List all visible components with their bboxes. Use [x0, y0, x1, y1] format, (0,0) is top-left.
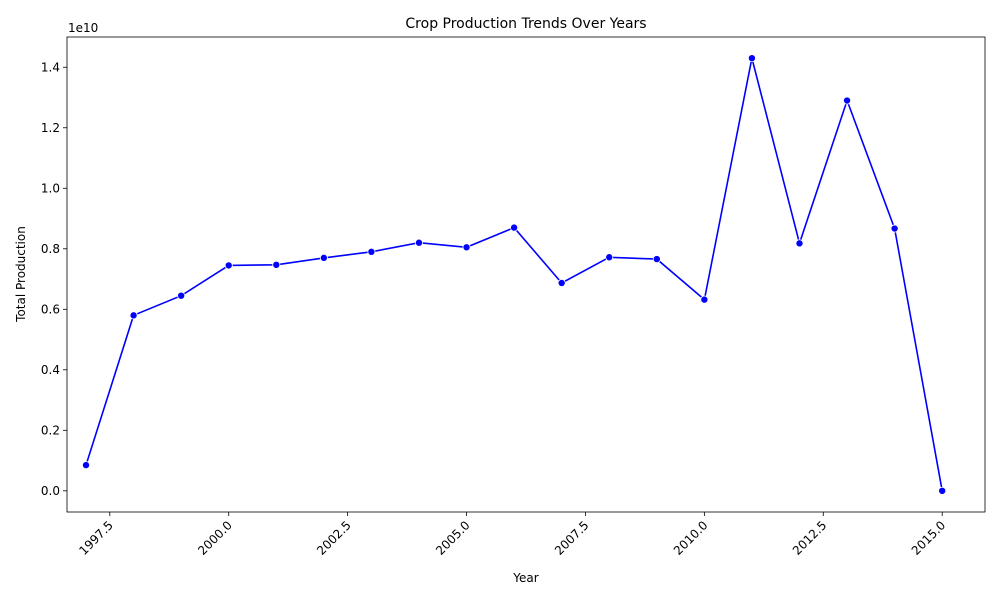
data-point: [747, 54, 756, 63]
y-offset-label: 1e10: [68, 21, 98, 35]
y-axis-label: Total Production: [14, 226, 28, 323]
data-point: [82, 461, 91, 470]
data-point: [890, 224, 899, 233]
data-point: [605, 253, 614, 262]
data-point: [557, 278, 566, 287]
y-tick-label: 0.0: [41, 484, 60, 498]
data-point: [938, 486, 947, 495]
data-point: [177, 291, 186, 300]
series-points: [82, 54, 947, 495]
y-axis-ticks: 0.0 0.2 0.4 0.6 0.8 1.0 1.2 1.4: [41, 60, 67, 498]
y-tick-label: 0.2: [41, 423, 60, 437]
plot-frame: [66, 36, 986, 513]
y-tick-label: 1.2: [41, 121, 60, 135]
data-point: [319, 253, 328, 262]
chart-title: Crop Production Trends Over Years: [405, 16, 646, 32]
y-tick-label: 1.0: [41, 181, 60, 195]
data-point: [795, 239, 804, 248]
data-point: [367, 247, 376, 256]
data-point: [272, 260, 281, 269]
data-point: [129, 311, 138, 320]
data-point: [652, 255, 661, 264]
data-point: [700, 295, 709, 304]
data-point: [510, 223, 519, 232]
y-tick-label: 0.4: [41, 363, 60, 377]
y-tick-label: 0.6: [41, 302, 60, 316]
x-axis-label: Year: [512, 571, 538, 585]
data-point: [224, 261, 233, 270]
y-tick-label: 0.8: [41, 242, 60, 256]
data-point: [414, 238, 423, 247]
y-tick-label: 1.4: [41, 60, 60, 74]
data-point: [843, 96, 852, 105]
data-point: [462, 243, 471, 252]
